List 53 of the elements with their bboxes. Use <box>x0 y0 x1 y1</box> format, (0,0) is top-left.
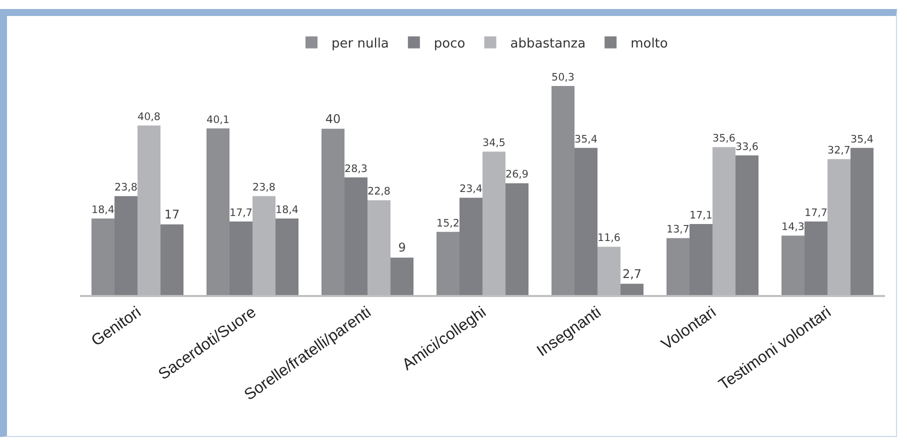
bar <box>390 258 414 295</box>
data-label: 14,3 <box>782 221 804 233</box>
bar <box>804 221 828 295</box>
data-label: 28,3 <box>344 162 368 175</box>
bar <box>114 196 138 295</box>
data-label: 32,7 <box>828 144 850 157</box>
data-label: 35,4 <box>850 133 874 146</box>
data-label: 26,9 <box>506 168 528 181</box>
data-label: 23,8 <box>114 182 138 194</box>
bar <box>92 218 114 295</box>
bar <box>436 232 460 295</box>
data-label: 17,7 <box>230 206 252 219</box>
bar <box>460 198 482 295</box>
data-label: 13,7 <box>666 224 690 236</box>
data-label: 23,8 <box>252 182 276 194</box>
data-label: 35,4 <box>574 133 598 146</box>
legend-label: abbastanza <box>510 36 586 52</box>
bar <box>322 128 344 295</box>
data-label: 18,4 <box>276 204 298 216</box>
data-label: 40,1 <box>206 114 230 126</box>
data-label: 22,8 <box>368 186 390 198</box>
bar <box>782 236 804 295</box>
bar <box>620 284 644 295</box>
data-label: 34,5 <box>482 137 506 150</box>
bar <box>506 183 528 295</box>
bar <box>552 86 574 295</box>
data-label: 2,7 <box>622 266 642 281</box>
bar <box>276 218 298 295</box>
legend-label: molto <box>630 36 668 52</box>
data-label: 50,3 <box>552 71 574 84</box>
data-label: 17,7 <box>804 206 828 219</box>
data-label: 17,1 <box>690 209 712 222</box>
data-label: 18,4 <box>92 204 114 216</box>
bar <box>574 148 598 295</box>
data-label: 40 <box>325 112 341 126</box>
bar <box>850 148 874 295</box>
bar <box>230 221 252 295</box>
legend-label: poco <box>434 36 466 52</box>
data-label: 9 <box>398 240 406 255</box>
data-label: 17 <box>164 207 180 222</box>
bar <box>690 224 712 295</box>
bar <box>206 128 230 295</box>
bar <box>344 177 368 295</box>
data-label: 11,6 <box>598 232 620 244</box>
data-label: 23,4 <box>460 183 482 196</box>
data-label: 40,8 <box>138 110 160 123</box>
bar <box>160 224 184 295</box>
bar <box>666 238 690 295</box>
bar <box>736 155 758 295</box>
data-label: 35,6 <box>712 132 736 144</box>
data-label: 33,6 <box>736 140 758 153</box>
legend-label: per nulla <box>332 36 389 52</box>
data-label: 15,2 <box>436 217 460 230</box>
